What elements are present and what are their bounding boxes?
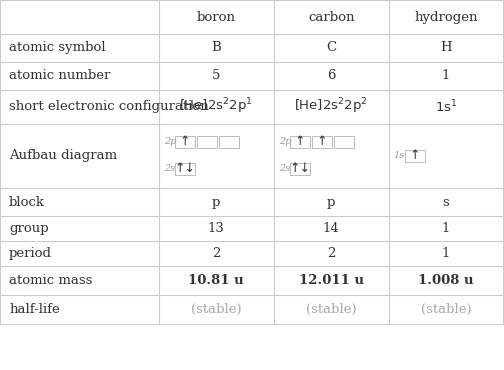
Text: p: p bbox=[212, 196, 220, 209]
Text: hydrogen: hydrogen bbox=[414, 10, 478, 24]
Text: 2p: 2p bbox=[279, 137, 291, 146]
Text: atomic symbol: atomic symbol bbox=[9, 41, 106, 54]
Text: ↑: ↑ bbox=[295, 135, 305, 148]
Text: period: period bbox=[9, 247, 52, 260]
Text: 1: 1 bbox=[442, 222, 450, 235]
Text: H: H bbox=[440, 41, 452, 54]
Text: (stable): (stable) bbox=[306, 303, 356, 316]
Text: atomic mass: atomic mass bbox=[9, 274, 92, 287]
Text: 1s: 1s bbox=[394, 151, 405, 161]
Text: short electronic configuration: short electronic configuration bbox=[9, 100, 209, 113]
Text: 2s: 2s bbox=[164, 164, 175, 174]
Text: 1: 1 bbox=[442, 69, 450, 82]
Text: 2: 2 bbox=[212, 247, 220, 260]
Text: 10.81 u: 10.81 u bbox=[188, 274, 244, 287]
Text: ↑: ↑ bbox=[180, 135, 190, 148]
Text: 2s: 2s bbox=[279, 164, 290, 174]
Text: s: s bbox=[443, 196, 450, 209]
Text: $\mathrm{1s^{1}}$: $\mathrm{1s^{1}}$ bbox=[435, 98, 457, 115]
Text: half-life: half-life bbox=[9, 303, 60, 316]
Text: 6: 6 bbox=[327, 69, 335, 82]
Text: 12.011 u: 12.011 u bbox=[299, 274, 363, 287]
Text: 5: 5 bbox=[212, 69, 220, 82]
Text: 2: 2 bbox=[327, 247, 335, 260]
Text: C: C bbox=[326, 41, 336, 54]
Text: ↑: ↑ bbox=[317, 135, 327, 148]
Text: 1.008 u: 1.008 u bbox=[418, 274, 474, 287]
Text: ↑↓: ↑↓ bbox=[289, 162, 310, 175]
Text: 13: 13 bbox=[208, 222, 225, 235]
Text: B: B bbox=[211, 41, 221, 54]
Text: ↑↓: ↑↓ bbox=[174, 162, 196, 175]
Text: Aufbau diagram: Aufbau diagram bbox=[9, 149, 117, 162]
Text: ↑: ↑ bbox=[410, 149, 420, 162]
Text: $\mathrm{[He]2s^{2}2p^{2}}$: $\mathrm{[He]2s^{2}2p^{2}}$ bbox=[294, 97, 368, 116]
Text: 14: 14 bbox=[323, 222, 340, 235]
Text: carbon: carbon bbox=[308, 10, 354, 24]
Text: 1: 1 bbox=[442, 247, 450, 260]
Text: (stable): (stable) bbox=[421, 303, 471, 316]
Text: 2p: 2p bbox=[164, 137, 176, 146]
Text: (stable): (stable) bbox=[191, 303, 241, 316]
Text: block: block bbox=[9, 196, 45, 209]
Text: p: p bbox=[327, 196, 335, 209]
Text: $\mathrm{[He]2s^{2}2p^{1}}$: $\mathrm{[He]2s^{2}2p^{1}}$ bbox=[179, 97, 253, 116]
Text: boron: boron bbox=[197, 10, 236, 24]
Text: atomic number: atomic number bbox=[9, 69, 110, 82]
Text: group: group bbox=[9, 222, 49, 235]
